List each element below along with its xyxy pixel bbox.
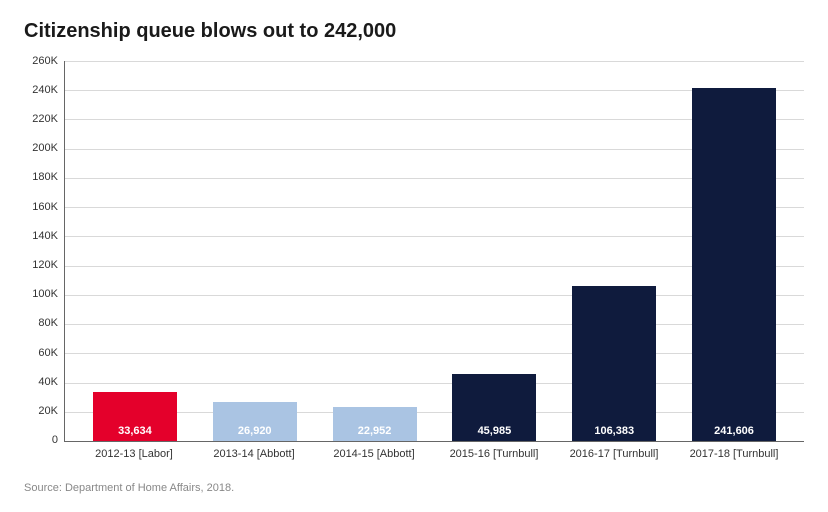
x-tick: 2017-18 [Turnbull]	[674, 448, 794, 460]
bar-slot: 26,920	[195, 61, 315, 441]
bar-slot: 33,634	[75, 61, 195, 441]
chart-title: Citizenship queue blows out to 242,000	[24, 20, 804, 43]
x-tick: 2015-16 [Turnbull]	[434, 448, 554, 460]
bar-value-label: 241,606	[692, 425, 776, 437]
bar-slot: 106,383	[554, 61, 674, 441]
x-tick: 2012-13 [Labor]	[74, 448, 194, 460]
bar: 26,920	[213, 402, 297, 441]
chart-area: 260K240K220K200K180K160K140K120K100K80K6…	[24, 61, 804, 441]
bar: 106,383	[572, 286, 656, 441]
source-text: Source: Department of Home Affairs, 2018…	[24, 482, 804, 494]
x-tick: 2016-17 [Turnbull]	[554, 448, 674, 460]
bar-slot: 45,985	[434, 61, 554, 441]
bar: 33,634	[93, 392, 177, 441]
x-axis: 2012-13 [Labor]2013-14 [Abbott]2014-15 […	[64, 441, 804, 460]
bar-value-label: 33,634	[93, 425, 177, 437]
bar: 241,606	[692, 88, 776, 441]
bar-value-label: 106,383	[572, 425, 656, 437]
bar: 22,952	[333, 407, 417, 441]
bar-slot: 22,952	[315, 61, 435, 441]
bar-slot: 241,606	[674, 61, 794, 441]
bar-value-label: 45,985	[452, 425, 536, 437]
bars-group: 33,634 26,920 22,952 45,985 106,383 241,606	[65, 61, 804, 441]
bar-value-label: 26,920	[213, 425, 297, 437]
x-tick: 2014-15 [Abbott]	[314, 448, 434, 460]
bar: 45,985	[452, 374, 536, 441]
bar-value-label: 22,952	[333, 425, 417, 437]
plot-area: 33,634 26,920 22,952 45,985 106,383 241,606	[64, 61, 804, 441]
y-axis: 260K240K220K200K180K160K140K120K100K80K6…	[24, 61, 64, 441]
x-tick: 2013-14 [Abbott]	[194, 448, 314, 460]
